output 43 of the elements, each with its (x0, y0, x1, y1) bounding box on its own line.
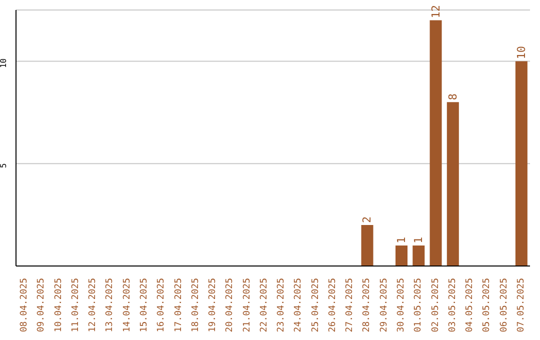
x-tick-label: 01.05.2025 (414, 278, 424, 332)
bar (361, 225, 374, 266)
x-tick-label: 18.04.2025 (190, 278, 201, 332)
data-label: 1 (412, 236, 426, 244)
x-tick-label: 22.04.2025 (259, 278, 270, 332)
x-tick-label: 05.05.2025 (482, 278, 492, 332)
x-tick-label: 20.04.2025 (225, 278, 236, 332)
x-tick-label: 30.04.2025 (396, 278, 406, 332)
bar (430, 20, 442, 266)
data-label: 10 (514, 46, 528, 60)
x-tick-label: 04.05.2025 (465, 278, 476, 332)
x-tick-label: 10.04.2025 (54, 278, 64, 332)
data-label: 12 (429, 4, 442, 18)
x-tick-label: 21.04.2025 (242, 278, 252, 332)
x-tick-label: 03.05.2025 (448, 278, 458, 332)
x-tick-label: 16.04.2025 (156, 278, 167, 332)
x-tick-label: 26.04.2025 (328, 278, 338, 332)
data-label: 8 (446, 94, 460, 100)
x-tick-label: 11.04.2025 (70, 278, 81, 332)
x-tick-label: 13.04.2025 (105, 278, 116, 332)
x-tick-label: 12.04.2025 (88, 278, 98, 332)
data-label: 2 (360, 216, 374, 224)
x-tick-label: 02.05.2025 (430, 278, 441, 332)
bar (396, 246, 408, 266)
data-label: 1 (395, 236, 408, 244)
x-tick-label: 17.04.2025 (174, 278, 184, 332)
x-tick-label: 06.05.2025 (499, 278, 510, 332)
x-tick-label: 15.04.2025 (140, 278, 150, 332)
x-tick-label: 08.04.2025 (20, 278, 30, 332)
x-tick-label: 14.04.2025 (122, 278, 132, 332)
x-tick-label: 25.04.2025 (310, 278, 321, 332)
x-tick-label: 07.05.2025 (516, 278, 526, 332)
y-tick-label: 5 (0, 163, 8, 168)
x-tick-label: 28.04.2025 (362, 278, 372, 332)
bar (446, 102, 459, 266)
bar (412, 246, 425, 266)
x-tick-label: 24.04.2025 (294, 278, 304, 332)
x-tick-label: 29.04.2025 (379, 278, 390, 332)
bar (515, 61, 528, 266)
x-tick-label: 19.04.2025 (208, 278, 218, 332)
x-tick-label: 23.04.2025 (276, 278, 287, 332)
x-tick-label: 09.04.2025 (36, 278, 47, 332)
x-tick-label: 27.04.2025 (345, 278, 356, 332)
